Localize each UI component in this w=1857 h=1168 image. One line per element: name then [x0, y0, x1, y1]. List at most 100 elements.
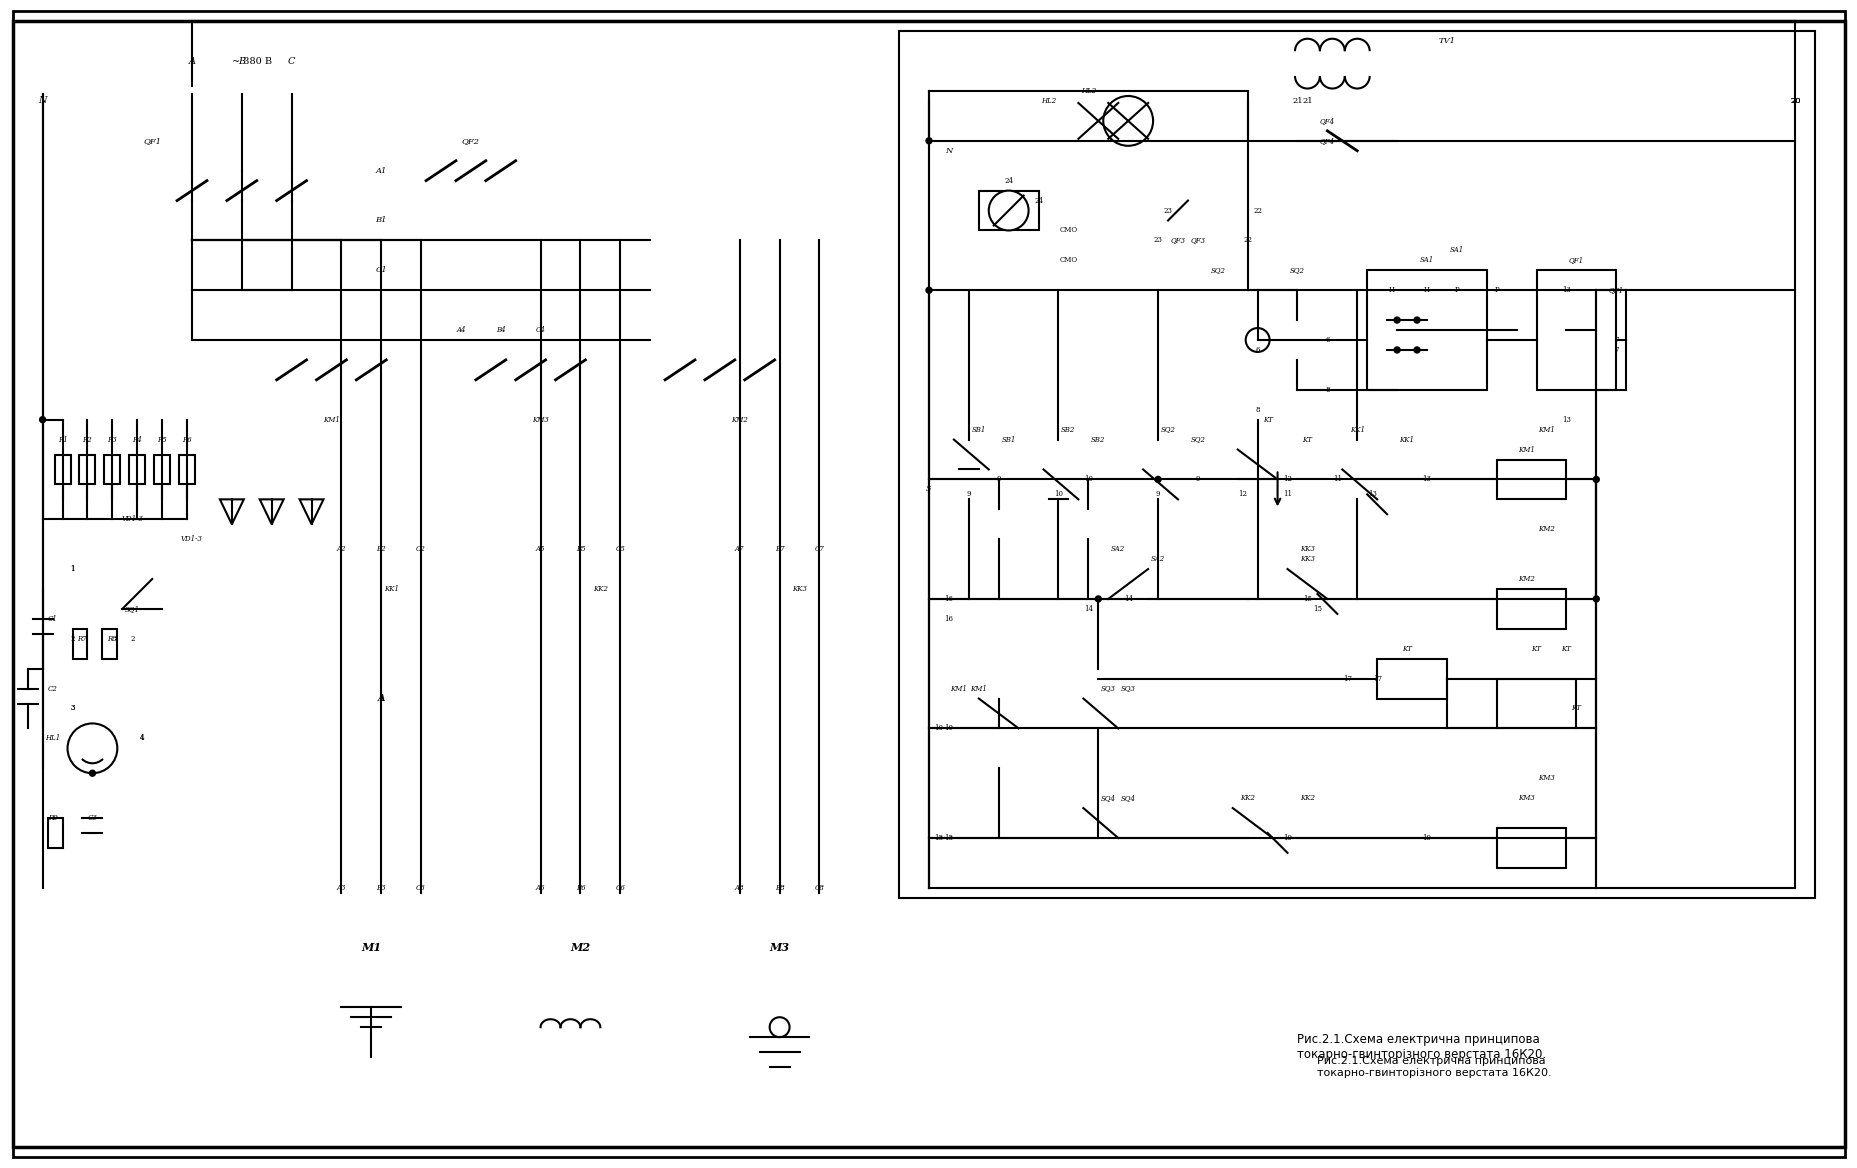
- Text: KK2: KK2: [1239, 794, 1255, 802]
- Text: 14: 14: [1083, 605, 1092, 613]
- Text: СМО: СМО: [1058, 256, 1077, 264]
- Bar: [104, 454, 121, 485]
- Bar: [1515, 808, 1586, 848]
- Text: 3: 3: [71, 704, 74, 712]
- Text: 18: 18: [943, 834, 953, 842]
- Text: M1: M1: [360, 943, 381, 953]
- Text: TV1: TV1: [1437, 37, 1454, 46]
- Text: KM1: KM1: [969, 684, 986, 693]
- Bar: [1497, 459, 1565, 500]
- Text: KT: KT: [1402, 645, 1411, 653]
- Bar: [154, 454, 171, 489]
- Bar: [130, 454, 145, 489]
- Text: 2: 2: [71, 634, 74, 642]
- Text: Р: Р: [1493, 286, 1499, 294]
- Text: B8: B8: [774, 884, 784, 891]
- Text: R5: R5: [158, 436, 167, 444]
- Text: M2: M2: [570, 943, 591, 953]
- Text: KM2: KM2: [732, 416, 748, 424]
- Circle shape: [1593, 596, 1599, 602]
- Text: 24: 24: [1034, 196, 1042, 204]
- Circle shape: [327, 903, 416, 993]
- Text: A6: A6: [535, 884, 546, 891]
- Bar: [979, 190, 1038, 230]
- Text: 13: 13: [1562, 286, 1569, 294]
- Text: 18: 18: [934, 834, 943, 842]
- Text: SA2: SA2: [1149, 555, 1164, 563]
- Text: 22: 22: [1242, 236, 1252, 244]
- Text: 16: 16: [943, 614, 953, 623]
- Text: A8: A8: [735, 884, 745, 891]
- Text: B2: B2: [377, 545, 386, 554]
- Text: 13: 13: [1562, 416, 1569, 424]
- Text: Рис.2.1.Схема електрична принципова
токарно-гвинторізного верстата 16К20.: Рис.2.1.Схема електрична принципова тока…: [1296, 1034, 1545, 1061]
- Bar: [130, 454, 145, 485]
- Text: SQ4: SQ4: [1099, 794, 1116, 802]
- Text: A: A: [188, 56, 195, 65]
- Text: R9: R9: [48, 814, 58, 822]
- Text: 12: 12: [1237, 491, 1246, 499]
- Text: A5: A5: [535, 545, 546, 554]
- Text: KM1: KM1: [1517, 445, 1534, 453]
- Text: A: A: [377, 694, 384, 703]
- Text: 6: 6: [1324, 336, 1330, 345]
- Text: Н: Н: [1389, 286, 1395, 294]
- Text: SB2: SB2: [1090, 436, 1105, 444]
- Bar: [102, 628, 117, 659]
- Text: C2: C2: [416, 545, 425, 554]
- Text: 8: 8: [1324, 385, 1330, 394]
- Bar: [1376, 659, 1447, 698]
- Text: 20: 20: [1790, 97, 1799, 105]
- Text: QF3: QF3: [1190, 236, 1205, 244]
- Text: A4: A4: [457, 326, 466, 334]
- Text: СМО: СМО: [1058, 227, 1077, 235]
- Text: 23: 23: [1162, 207, 1172, 215]
- Text: HL1: HL1: [45, 735, 59, 743]
- Text: ~ 380 В: ~ 380 В: [232, 56, 271, 65]
- Text: HL2: HL2: [1081, 88, 1096, 95]
- Text: VD1-3: VD1-3: [121, 515, 143, 523]
- Circle shape: [1393, 317, 1400, 324]
- Text: A2: A2: [336, 545, 345, 554]
- Circle shape: [526, 892, 635, 1002]
- Circle shape: [1281, 325, 1311, 355]
- Text: KT: KT: [1530, 645, 1541, 653]
- Circle shape: [288, 237, 295, 243]
- Text: C3: C3: [416, 884, 425, 891]
- Text: KK1: KK1: [384, 585, 399, 593]
- Text: 20: 20: [1790, 97, 1799, 105]
- Circle shape: [316, 892, 425, 1002]
- Text: 10: 10: [943, 724, 953, 732]
- Circle shape: [1593, 477, 1599, 482]
- Circle shape: [1096, 596, 1101, 602]
- Text: C1: C1: [48, 614, 58, 623]
- Text: 4: 4: [139, 735, 145, 743]
- Bar: [760, 599, 795, 639]
- Text: SQ2: SQ2: [1161, 425, 1175, 433]
- Text: SQ2: SQ2: [1190, 436, 1205, 444]
- Text: SQ3: SQ3: [1120, 684, 1135, 693]
- Text: KK2: KK2: [592, 585, 607, 593]
- Text: C5: C5: [615, 545, 624, 554]
- Bar: [1515, 459, 1586, 500]
- Circle shape: [769, 1017, 789, 1037]
- Text: Р: Р: [1454, 286, 1458, 294]
- Bar: [1497, 828, 1565, 868]
- Text: B: B: [238, 56, 245, 65]
- Text: KM1: KM1: [1538, 425, 1554, 433]
- Bar: [561, 599, 594, 639]
- Bar: [80, 454, 95, 485]
- Circle shape: [535, 903, 626, 993]
- Bar: [1396, 270, 1515, 390]
- Bar: [1536, 270, 1616, 390]
- Text: 16: 16: [943, 595, 953, 603]
- Text: SB1: SB1: [971, 425, 986, 433]
- Text: 24: 24: [1003, 176, 1012, 185]
- Text: 11: 11: [1283, 491, 1291, 499]
- Text: 3: 3: [71, 704, 74, 712]
- Text: SQ2: SQ2: [1209, 266, 1224, 274]
- Text: 5: 5: [927, 286, 930, 294]
- Text: M3: M3: [769, 943, 789, 953]
- Text: SA2: SA2: [1110, 545, 1125, 554]
- Text: 13: 13: [1422, 475, 1430, 484]
